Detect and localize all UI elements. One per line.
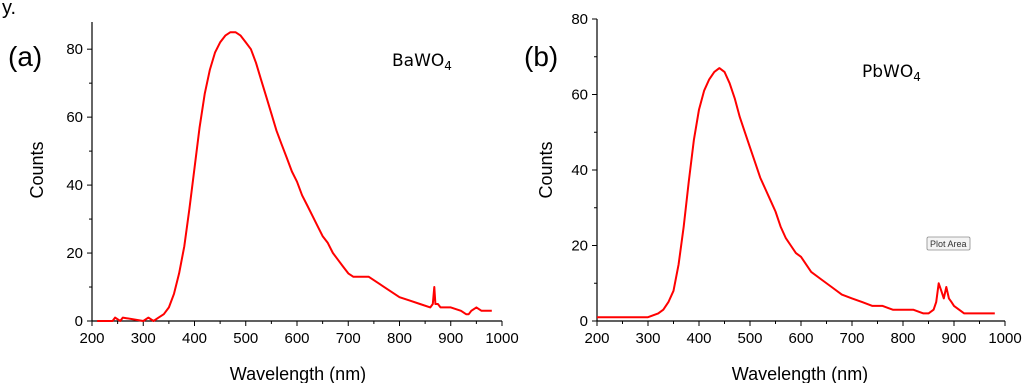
chart-1-x-tick-label-3: 500 [737, 330, 762, 347]
chart-1-y-tick-label-0: 0 [580, 313, 588, 330]
panel-b-compound-main: PbWO [862, 62, 913, 82]
panel-a-x-axis-title: Wavelength (nm) [230, 364, 366, 383]
chart-0-x-tick-label-2: 400 [182, 330, 207, 347]
chart-0-y-tick-label-0: 0 [75, 313, 83, 330]
panel-a-compound-main: BaWO [392, 51, 444, 71]
panel-b-pbwo4: (b) PbWO4 Wavelength (nm) Counts 200 300 4… [524, 11, 1022, 383]
panel-b-label: (b) [524, 41, 558, 72]
chart-0-y-tick-label-1: 20 [66, 245, 83, 262]
panel-a-y-axis-title: Counts [27, 141, 47, 198]
chart-0-x-tick-label-7: 900 [438, 330, 463, 347]
panel-a-compound-label: BaWO4 [392, 51, 452, 73]
chart-1-y-tick-label-4: 80 [571, 11, 588, 28]
panel-a-bawo4: (a) BaWO4 Wavelength (nm) Counts 200 300 4… [8, 22, 519, 383]
chart-1-x-tick-label-2: 400 [686, 330, 711, 347]
panel-b-compound-subscript: 4 [913, 70, 921, 84]
chart-1-x-tick-label-0: 200 [584, 330, 609, 347]
panel-a-plot-area[interactable]: 200 300 400 500 600 700 800 900 1000 0 20 40 60 80 [66, 22, 519, 347]
chart-0-x-tick-label-3: 500 [233, 330, 258, 347]
panel-b-x-axis-title: Wavelength (nm) [732, 364, 868, 383]
chart-1-x-tick-label-8: 1000 [988, 330, 1021, 347]
chart-0-x-tick-label-1: 300 [131, 330, 156, 347]
chart-1-y-tick-label-1: 20 [571, 238, 588, 255]
plot-area-tooltip-text: Plot Area [930, 239, 967, 249]
chart-0-x-tick-label-0: 200 [79, 330, 104, 347]
chart-0-series-0-line [97, 31, 492, 322]
chart-0-x-tick-label-5: 700 [336, 330, 361, 347]
chart-1-y-tick-label-3: 60 [571, 87, 588, 104]
chart-0-x-tick-label-6: 800 [387, 330, 412, 347]
chart-0-y-tick-label-4: 80 [66, 41, 83, 58]
chart-1-y-tick-label-2: 40 [571, 162, 588, 179]
chart-1-x-tick-label-6: 800 [890, 330, 915, 347]
panel-a-label: (a) [8, 41, 42, 72]
stray-text: y. [2, 0, 16, 19]
chart-1-series-0-line [597, 67, 995, 319]
chart-0-y-tick-label-2: 40 [66, 177, 83, 194]
chart-1-x-tick-label-4: 600 [788, 330, 813, 347]
chart-1-x-tick-label-5: 700 [839, 330, 864, 347]
chart-0-x-tick-label-4: 600 [284, 330, 309, 347]
panel-a-compound-subscript: 4 [444, 59, 452, 73]
plot-area-tooltip: Plot Area [926, 236, 971, 251]
panel-b-compound-label: PbWO4 [862, 62, 921, 84]
chart-1-x-tick-label-1: 300 [635, 330, 660, 347]
chart-0-y-tick-label-3: 60 [66, 109, 83, 126]
chart-0-x-tick-label-8: 1000 [485, 330, 518, 347]
panel-b-plot-area[interactable]: 200 300 400 500 600 700 800 900 1000 0 20 40 60 80 [571, 11, 1021, 347]
plot-area-tooltip-box [926, 236, 971, 251]
chart-1-x-tick-label-7: 900 [941, 330, 966, 347]
panel-b-y-axis-title: Counts [536, 141, 556, 198]
